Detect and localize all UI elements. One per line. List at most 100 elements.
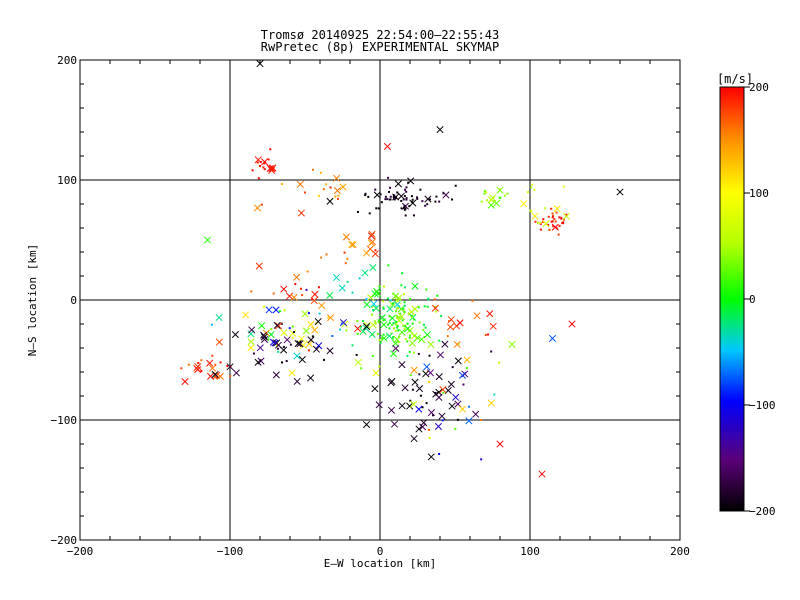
point-dot bbox=[387, 264, 390, 267]
point-cross bbox=[411, 282, 419, 290]
point-cross bbox=[288, 369, 296, 377]
point-dot bbox=[368, 212, 371, 215]
y-tick-label: −100 bbox=[51, 414, 78, 427]
point-cross bbox=[426, 369, 434, 377]
point-dot bbox=[400, 284, 403, 287]
point-dot bbox=[557, 233, 560, 236]
point-cross-stroke bbox=[375, 401, 383, 409]
point-dot bbox=[197, 362, 200, 365]
point-cross bbox=[349, 240, 357, 249]
point-dot bbox=[378, 365, 381, 368]
point-cross-stroke bbox=[241, 311, 250, 319]
point-dot bbox=[346, 257, 349, 260]
point-cross bbox=[393, 300, 401, 309]
point-dot bbox=[542, 218, 545, 221]
point-cross bbox=[392, 292, 400, 300]
point-dot bbox=[466, 366, 469, 369]
point-cross bbox=[378, 313, 386, 322]
point-cross-stroke bbox=[410, 400, 418, 408]
point-cross-stroke bbox=[326, 347, 334, 355]
point-cross-stroke bbox=[311, 290, 319, 298]
point-dot bbox=[533, 188, 536, 191]
point-dot bbox=[419, 188, 422, 191]
point-cross bbox=[380, 321, 388, 329]
point-cross-stroke bbox=[398, 312, 406, 321]
point-cross bbox=[293, 352, 301, 360]
point-dot bbox=[386, 323, 389, 326]
point-cross-stroke bbox=[367, 232, 375, 240]
point-cross bbox=[458, 405, 467, 413]
point-cross-stroke bbox=[254, 156, 262, 164]
point-cross-stroke bbox=[314, 317, 322, 326]
point-cross bbox=[568, 320, 576, 328]
point-dot bbox=[374, 188, 377, 191]
point-cross bbox=[289, 329, 297, 337]
point-cross-stroke bbox=[401, 384, 409, 392]
point-cross-stroke bbox=[410, 435, 418, 443]
point-dot bbox=[180, 367, 183, 370]
point-dot bbox=[424, 204, 427, 207]
point-cross-stroke bbox=[362, 324, 370, 332]
point-cross-stroke bbox=[439, 386, 447, 394]
point-cross-stroke bbox=[411, 282, 419, 290]
point-cross-stroke bbox=[349, 240, 357, 249]
point-cross bbox=[363, 300, 371, 309]
point-cross-stroke bbox=[431, 304, 439, 312]
point-dot bbox=[421, 406, 424, 409]
point-dot bbox=[416, 197, 419, 200]
point-cross-stroke bbox=[368, 230, 376, 238]
point-cross-stroke bbox=[296, 340, 304, 348]
point-dot bbox=[370, 313, 373, 316]
point-cross-stroke bbox=[487, 196, 496, 204]
point-dot bbox=[413, 318, 416, 321]
point-cross bbox=[538, 470, 546, 478]
point-cross bbox=[562, 212, 570, 220]
point-dot bbox=[406, 340, 409, 343]
point-cross bbox=[436, 126, 444, 134]
point-dot bbox=[392, 336, 395, 339]
point-cross-stroke bbox=[387, 406, 396, 414]
point-dot bbox=[351, 291, 354, 294]
point-cross-stroke bbox=[369, 264, 377, 272]
point-dot bbox=[442, 192, 445, 195]
point-dot bbox=[403, 327, 406, 330]
point-dot bbox=[454, 184, 457, 187]
point-cross-stroke bbox=[454, 357, 462, 365]
point-dot bbox=[259, 165, 262, 168]
point-cross-stroke bbox=[299, 341, 307, 349]
point-dot bbox=[280, 183, 283, 186]
point-dot bbox=[550, 220, 553, 223]
point-dot bbox=[440, 315, 443, 318]
point-cross bbox=[194, 362, 202, 371]
point-dot bbox=[558, 224, 561, 227]
point-cross bbox=[280, 329, 288, 337]
point-cross-stroke bbox=[427, 453, 435, 461]
point-dot bbox=[351, 344, 354, 347]
point-cross bbox=[551, 223, 559, 231]
point-dot bbox=[410, 314, 413, 317]
point-dot bbox=[388, 322, 391, 325]
point-cross-stroke bbox=[538, 470, 546, 478]
point-cross-stroke bbox=[422, 370, 430, 378]
point-dot bbox=[479, 418, 482, 421]
point-cross-stroke bbox=[392, 344, 400, 352]
point-cross-stroke bbox=[368, 239, 376, 247]
point-cross bbox=[253, 204, 261, 212]
point-dot bbox=[392, 303, 395, 306]
point-dot bbox=[360, 367, 363, 370]
point-dot bbox=[325, 253, 328, 256]
point-dot bbox=[395, 320, 398, 323]
point-dot bbox=[371, 354, 374, 357]
point-cross-stroke bbox=[456, 319, 464, 327]
point-dot bbox=[438, 200, 441, 203]
point-cross-stroke bbox=[415, 425, 423, 433]
point-dot bbox=[211, 354, 214, 357]
point-dot bbox=[396, 325, 399, 328]
point-cross-stroke bbox=[551, 223, 559, 231]
point-cross bbox=[410, 435, 418, 443]
chart-title: Tromsø 20140925 22:54:00–22:55:43 bbox=[261, 28, 499, 42]
point-cross bbox=[388, 314, 396, 322]
point-cross-stroke bbox=[442, 191, 450, 199]
point-cross bbox=[231, 331, 239, 339]
point-dot bbox=[487, 333, 490, 336]
